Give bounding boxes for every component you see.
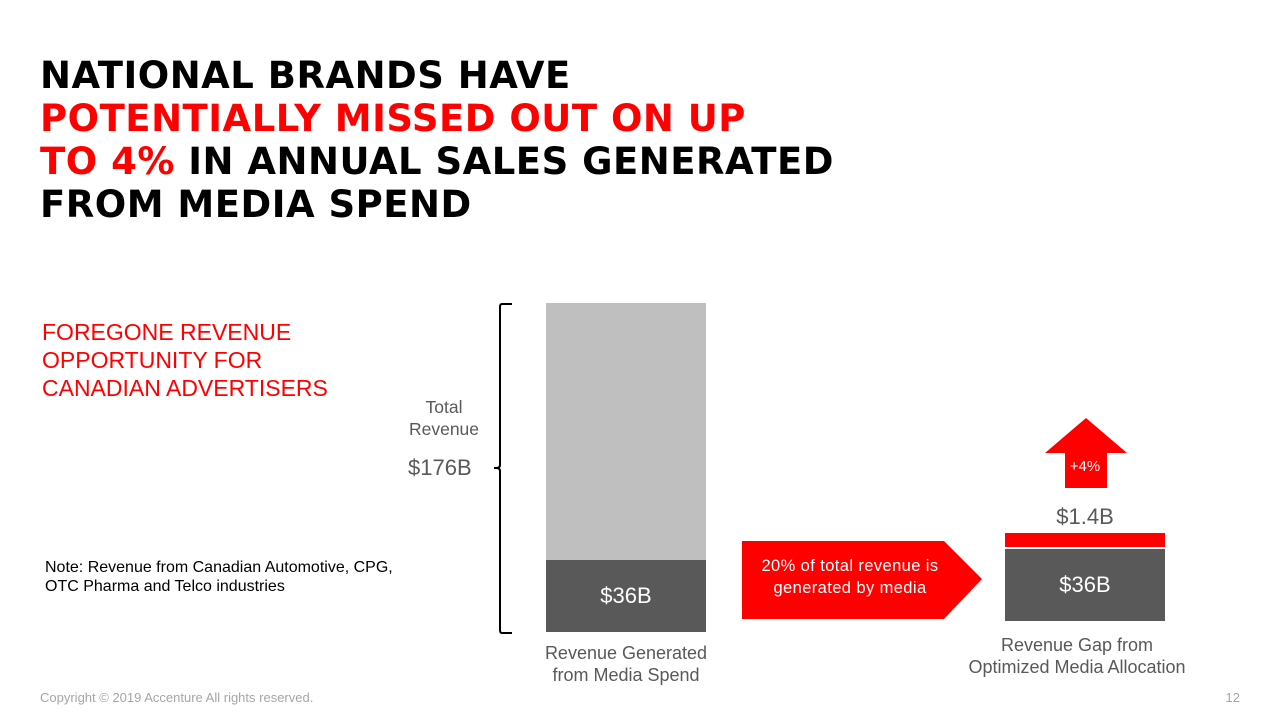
section-subtitle: FOREGONE REVENUE OPPORTUNITY FOR CANADIA… <box>42 318 328 402</box>
caption-line: Optimized Media Allocation <box>968 657 1186 677</box>
increase-percent: +4% <box>1069 458 1101 475</box>
remaining-revenue-bar <box>546 303 706 560</box>
title-highlight: TO 4% <box>40 140 175 183</box>
note-line: Note: Revenue from Canadian Automotive, … <box>45 559 393 576</box>
total-revenue-label: Total Revenue <box>402 396 486 440</box>
optimized-base-bar: $36B <box>1005 549 1165 621</box>
total-revenue-value: $176B <box>408 455 472 480</box>
total-label-line: Revenue <box>408 419 480 439</box>
revenue-gap-value: $1.4B <box>1056 504 1114 529</box>
total-bracket <box>494 303 512 634</box>
caption-line: Revenue Generated <box>544 643 708 663</box>
footnote: Note: Revenue from Canadian Automotive, … <box>45 558 393 596</box>
callout-line: generated by media <box>773 579 927 597</box>
subtitle-line: FOREGONE REVENUE <box>42 319 292 345</box>
media-revenue-bar: $36B <box>546 560 706 632</box>
callout-arrow <box>742 541 982 619</box>
callout-text: 20% of total revenue is generated by med… <box>744 555 956 599</box>
page-number: 12 <box>1225 690 1240 705</box>
revenue-gap-caption: Revenue Gap from Optimized Media Allocat… <box>950 634 1204 678</box>
caption-line: from Media Spend <box>552 665 700 685</box>
callout-line: 20% of total revenue is <box>761 557 939 575</box>
subtitle-line: CANADIAN ADVERTISERS <box>42 375 328 401</box>
slide-title: NATIONAL BRANDS HAVE POTENTIALLY MISSED … <box>40 54 834 226</box>
media-revenue-label: $36B <box>600 583 652 608</box>
increase-arrow-icon <box>1045 418 1127 488</box>
media-revenue-caption: Revenue Generated from Media Spend <box>526 642 726 686</box>
title-line-1: NATIONAL BRANDS HAVE <box>40 54 571 97</box>
title-line-3: TO 4% IN ANNUAL SALES GENERATED <box>40 140 834 183</box>
optimized-base-label: $36B <box>1059 572 1111 597</box>
caption-line: Revenue Gap from <box>1000 635 1154 655</box>
copyright-notice: Copyright © 2019 Accenture All rights re… <box>40 690 314 705</box>
subtitle-line: OPPORTUNITY FOR <box>42 347 263 373</box>
note-line: OTC Pharma and Telco industries <box>45 578 285 595</box>
total-label-line: Total <box>425 397 463 417</box>
revenue-gap-bar <box>1005 533 1165 547</box>
title-line-4: FROM MEDIA SPEND <box>40 183 472 226</box>
title-line-2: POTENTIALLY MISSED OUT ON UP <box>40 97 746 140</box>
title-line-3-rest: IN ANNUAL SALES GENERATED <box>174 140 834 183</box>
